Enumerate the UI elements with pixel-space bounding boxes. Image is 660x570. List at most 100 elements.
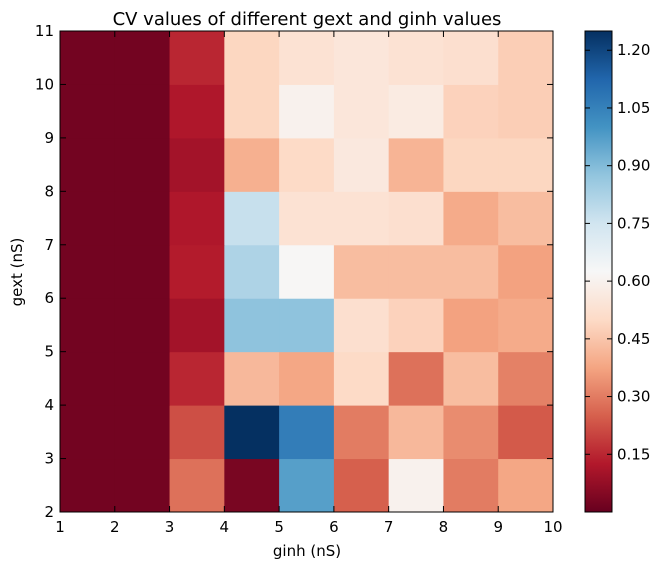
heatmap-cell (60, 405, 116, 460)
heatmap-cell (333, 405, 390, 460)
colorbar-tick-label: 0.75 (617, 214, 650, 232)
heatmap-cells (60, 31, 554, 513)
plot-frame (59, 30, 554, 513)
heatmap-cell (169, 191, 225, 246)
colorbar-tick-label: 0.15 (617, 445, 650, 463)
colorbar (584, 30, 613, 513)
x-tick-label: 8 (439, 518, 449, 536)
y-tick-label: 5 (44, 343, 54, 361)
heatmap-cell (60, 84, 116, 139)
y-tick-label: 11 (35, 22, 54, 40)
heatmap-cell (443, 351, 499, 406)
y-tick-label: 2 (44, 503, 54, 521)
x-tick-label: 7 (384, 518, 394, 536)
heatmap-cell (114, 458, 171, 513)
heatmap-cell (279, 84, 335, 139)
y-tick-label: 4 (44, 396, 54, 414)
heatmap-cell (114, 244, 171, 299)
x-tick-label: 10 (543, 518, 562, 536)
heatmap-cell (443, 405, 499, 460)
heatmap-cell (443, 458, 499, 513)
colorbar-ticks: 0.15 0.30 0.45 0.60 0.75 0.90 1.05 1.20 (585, 41, 650, 463)
heatmap-cell (114, 298, 171, 353)
x-tick-label: 4 (220, 518, 230, 536)
heatmap-cell (333, 458, 390, 513)
heatmap-cell (60, 298, 116, 353)
y-tick-label: 7 (44, 236, 54, 254)
x-axis-label: ginh (nS) (273, 542, 341, 560)
heatmap-cell (388, 31, 444, 85)
heatmap-cell (279, 191, 335, 246)
heatmap-cell (388, 298, 444, 353)
heatmap-cell (114, 137, 171, 192)
heatmap-cell (333, 351, 390, 406)
colorbar-tick-label: 0.30 (617, 388, 650, 406)
heatmap-cell (169, 84, 225, 139)
x-tick-label: 1 (55, 518, 65, 536)
x-tick-label: 9 (493, 518, 503, 536)
heatmap-cell (443, 31, 499, 85)
heatmap-cell (114, 31, 171, 85)
heatmap-cell (169, 298, 225, 353)
heatmap-cell (443, 244, 499, 299)
heatmap-cell (60, 191, 116, 246)
heatmap-cell (443, 298, 499, 353)
heatmap-cell (169, 137, 225, 192)
heatmap-cell (224, 405, 280, 460)
y-tick-label: 9 (44, 129, 54, 147)
heatmap-cell (333, 137, 390, 192)
heatmap-cell (498, 405, 554, 460)
heatmap-cell (169, 458, 225, 513)
heatmap-cell (279, 31, 335, 85)
heatmap-cell (60, 458, 116, 513)
heatmap-cell (498, 191, 554, 246)
chart-title: CV values of different gext and ginh val… (113, 9, 502, 30)
x-tick-label: 2 (110, 518, 120, 536)
heatmap-cell (60, 351, 116, 406)
heatmap-cell (169, 351, 225, 406)
heatmap-cell (224, 351, 280, 406)
heatmap-cell (224, 298, 280, 353)
heatmap-cell (224, 458, 280, 513)
heatmap-cell (279, 298, 335, 353)
colorbar-tick-label: 1.20 (617, 41, 650, 59)
heatmap-cell (498, 298, 554, 353)
heatmap-cell (498, 84, 554, 139)
heatmap-cell (224, 137, 280, 192)
x-tick-label: 5 (274, 518, 284, 536)
heatmap-cell (279, 137, 335, 192)
heatmap-cell (169, 244, 225, 299)
heatmap-cell (498, 137, 554, 192)
heatmap-cell (333, 191, 390, 246)
heatmap-cell (498, 244, 554, 299)
heatmap-cell (333, 84, 390, 139)
heatmap-cell (443, 84, 499, 139)
colorbar-tick-label: 0.45 (617, 330, 650, 348)
y-tick-label: 6 (44, 289, 54, 307)
heatmap-cell (169, 31, 225, 85)
heatmap-cell (388, 191, 444, 246)
y-axis-label: gext (nS) (8, 238, 26, 307)
heatmap-cell (498, 458, 554, 513)
heatmap-cell (388, 458, 444, 513)
heatmap-cell (60, 31, 116, 85)
heatmap-cell (333, 298, 390, 353)
heatmap-cell (443, 191, 499, 246)
heatmap-cell (279, 405, 335, 460)
heatmap-cell (388, 351, 444, 406)
colorbar-tick-label: 1.05 (617, 99, 650, 117)
heatmap-cell (333, 31, 390, 85)
heatmap-cell (60, 137, 116, 192)
heatmap-cell (114, 84, 171, 139)
heatmap-cell (388, 405, 444, 460)
heatmap-cell (443, 137, 499, 192)
heatmap-cell (388, 137, 444, 192)
heatmap-cell (279, 351, 335, 406)
heatmap-cell (498, 351, 554, 406)
x-tick-label: 6 (329, 518, 339, 536)
heatmap-cell (114, 191, 171, 246)
y-tick-label: 10 (35, 75, 54, 93)
heatmap-cell (333, 244, 390, 299)
